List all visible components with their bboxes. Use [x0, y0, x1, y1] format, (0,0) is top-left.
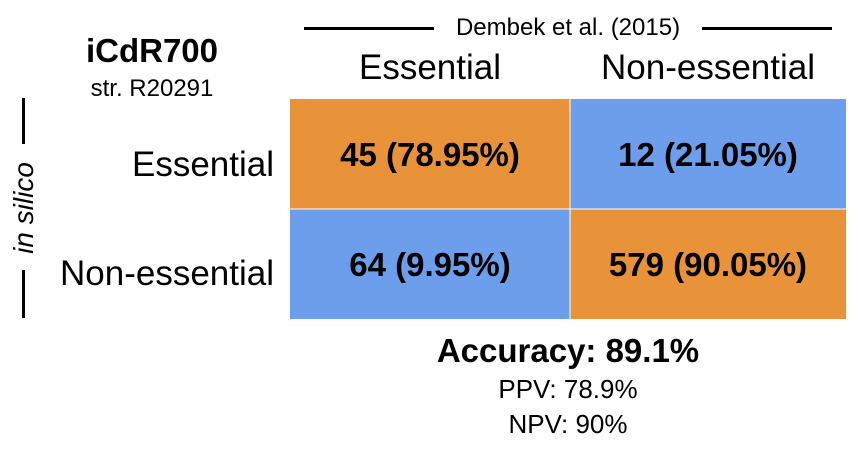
row-header-non-essential: Non-essential: [60, 254, 274, 293]
column-header-essential: Essential: [358, 48, 502, 87]
model-subtitle: str. R20291: [90, 75, 214, 102]
ppv-label: PPV: 78.9%: [498, 374, 638, 404]
column-header-non-essential: Non-essential: [601, 48, 815, 87]
confusion-matrix: 45 (78.95%) 12 (21.05%) 64 (9.95%) 579 (90.…: [290, 99, 846, 319]
matrix-cell-label-non-essential-essential: 64 (9.95%): [349, 246, 510, 283]
matrix-cell-label-essential-essential: 45 (78.95%): [340, 136, 520, 173]
source-label-group: Dembek et al. (2015): [290, 14, 846, 42]
matrix-cell-label-essential-non-essential: 12 (21.05%): [618, 136, 798, 173]
source-label-line-right: [702, 26, 833, 30]
matrix-cell-essential-essential: [290, 99, 570, 209]
side-label: in silico: [8, 162, 39, 254]
matrix-cell-label-non-essential-non-essential: 579 (90.05%): [609, 246, 807, 283]
model-title: iCdR700: [85, 32, 219, 69]
source-label: Dembek et al. (2015): [455, 14, 681, 41]
side-label-line-bottom: [22, 270, 25, 318]
matrix-cell-non-essential-essential: [290, 209, 570, 319]
accuracy-label: Accuracy: 89.1%: [436, 332, 700, 369]
npv-label: NPV: 90%: [508, 409, 628, 439]
source-label-line-left: [304, 26, 434, 30]
matrix-cell-non-essential-non-essential: [570, 209, 846, 319]
row-header-essential: Essential: [131, 145, 274, 184]
side-label-line-top: [22, 98, 25, 144]
side-label-group: in silico: [0, 98, 48, 318]
matrix-cell-essential-non-essential: [570, 99, 846, 209]
